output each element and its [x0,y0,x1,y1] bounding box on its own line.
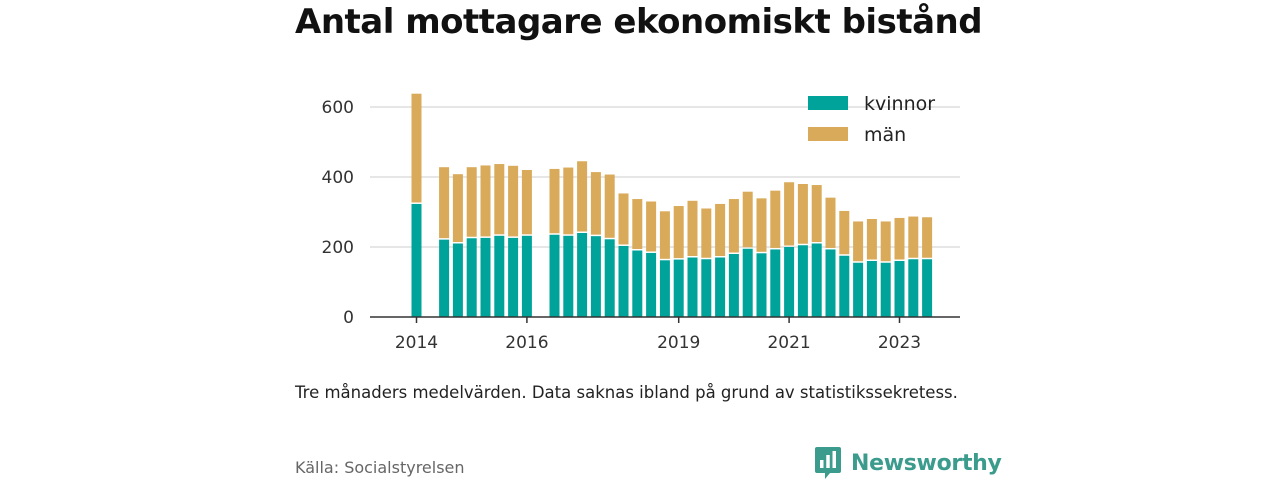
bar-man [770,190,781,248]
bar-kvinnor [894,261,905,317]
bar-man [825,197,836,248]
brand-logo[interactable]: Newsworthy [814,446,1002,480]
bar-man [880,221,891,262]
bar-man [452,174,463,242]
bar-kvinnor [742,248,753,317]
bar-kvinnor [866,261,877,317]
bar-kvinnor [839,255,850,317]
bar-man [618,193,629,245]
bar-man [839,210,850,255]
bar-kvinnor [452,243,463,317]
y-axis: 0 200 400 600 [322,98,354,328]
bar-man [632,199,643,249]
bar-man [480,165,491,237]
bar-man [728,199,739,253]
bar-man [784,182,795,246]
legend-swatch [808,96,848,110]
bar-kvinnor [908,259,919,317]
bar-man [563,167,574,235]
bar-man [922,217,933,258]
bar-kvinnor [784,247,795,317]
bar-man [908,216,919,258]
legend-swatch [808,127,848,141]
bar-man [494,164,505,235]
bar-man [811,185,822,242]
y-tick-label: 400 [322,168,354,188]
bar-man [756,198,767,252]
bar-man [853,221,864,262]
bar-kvinnor [604,239,615,317]
bar-man [646,201,657,252]
bar-man [797,184,808,244]
bar-kvinnor [494,235,505,317]
newsworthy-logo-icon [815,447,841,479]
bar-kvinnor [825,249,836,317]
x-axis: 2014 2016 2019 2021 2023 [395,317,921,353]
bar-man [549,168,560,234]
bar-man [742,191,753,248]
legend: kvinnor män [808,93,935,146]
chart-note: Tre månaders medelvärden. Data saknas ib… [295,383,958,402]
bar-man [577,161,588,232]
bar-kvinnor [659,260,670,317]
bar-man [604,174,615,238]
bar-man [411,93,422,203]
source-text: Källa: Socialstyrelsen [295,458,465,477]
bar-kvinnor [728,254,739,317]
bar-man [715,203,726,256]
y-tick-label: 600 [322,98,354,118]
legend-label: kvinnor [864,93,935,115]
bar-kvinnor [687,257,698,317]
bar-kvinnor [701,259,712,317]
bar-man [466,167,477,237]
y-tick-label: 200 [322,238,354,258]
bar-man [673,206,684,259]
bar-man [687,200,698,256]
legend-label: män [864,124,906,146]
bar-kvinnor [466,238,477,317]
bar-kvinnor [508,237,519,317]
bar-man [701,208,712,258]
bar-man [866,219,877,260]
bar-kvinnor [880,262,891,317]
bar-kvinnor [632,250,643,317]
y-tick-label: 0 [343,308,354,328]
bar-kvinnor [715,257,726,317]
x-tick-label: 2021 [767,333,810,353]
bar-kvinnor [673,259,684,317]
bar-man [659,211,670,259]
bar-kvinnor [770,249,781,317]
bar-kvinnor [590,236,601,317]
bar-kvinnor [439,239,450,317]
bar-kvinnor [811,243,822,317]
bar-kvinnor [577,233,588,317]
x-tick-label: 2023 [878,333,921,353]
x-tick-label: 2019 [657,333,700,353]
bar-man [508,165,519,237]
chart-title: Antal mottagare ekonomiskt bistånd [295,2,983,42]
bar-kvinnor [411,203,422,317]
bar-kvinnor [618,245,629,317]
brand-name: Newsworthy [851,450,1002,476]
x-tick-label: 2014 [395,333,438,353]
bar-man [439,167,450,239]
bar-man [894,217,905,260]
bar-man [521,170,532,235]
bar-kvinnor [521,235,532,317]
bar-kvinnor [756,253,767,317]
bar-kvinnor [563,235,574,317]
bar-kvinnor [646,252,657,317]
x-tick-label: 2016 [505,333,548,353]
bar-kvinnor [549,234,560,317]
bar-man [590,172,601,235]
bar-kvinnor [797,245,808,317]
bar-kvinnor [480,237,491,317]
bar-kvinnor [922,259,933,317]
bar-kvinnor [853,262,864,317]
bars [411,93,933,317]
